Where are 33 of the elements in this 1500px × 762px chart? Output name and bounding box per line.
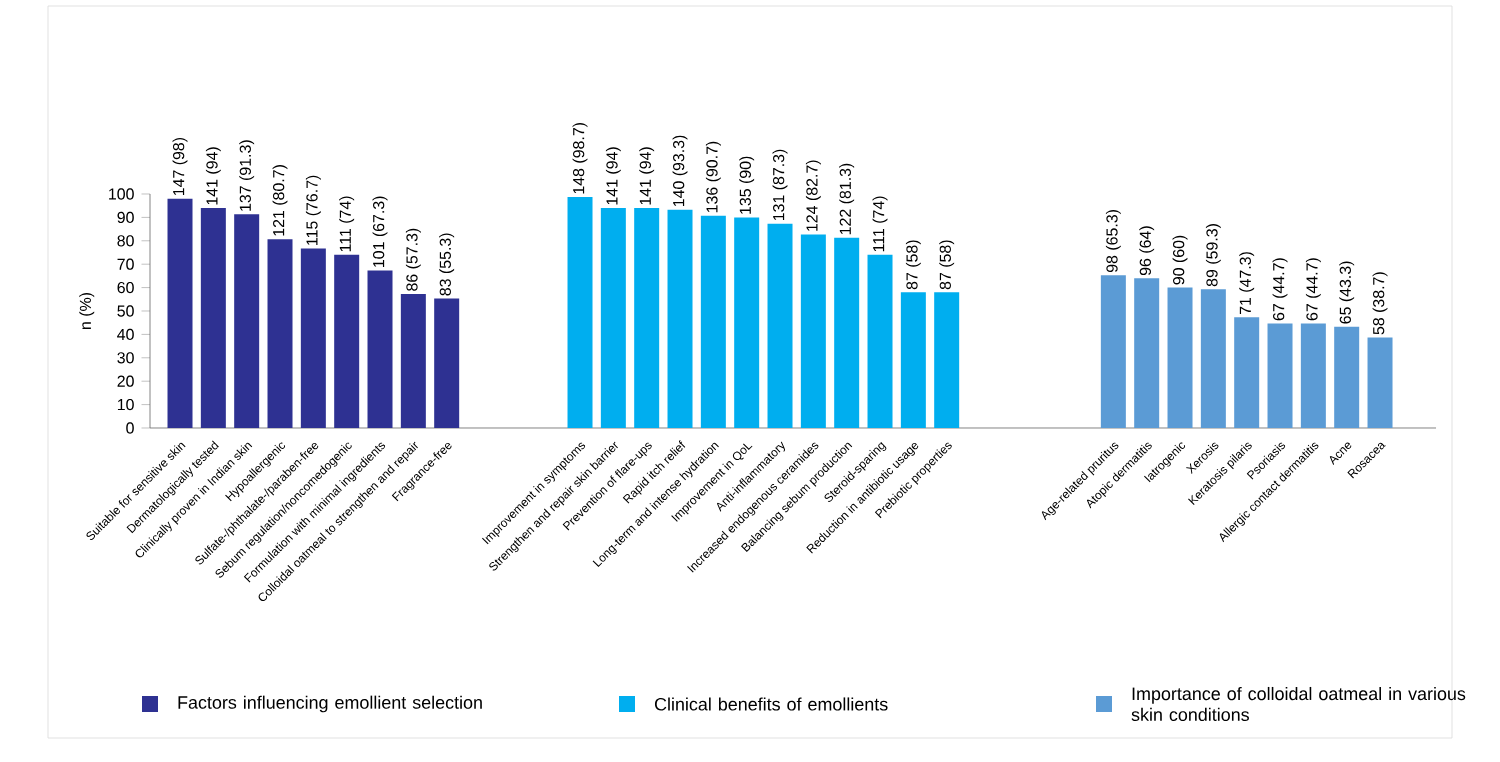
bar (234, 214, 260, 428)
bar (1300, 323, 1326, 428)
bar (800, 234, 826, 428)
bar (734, 217, 760, 428)
bar (267, 239, 293, 428)
bar (1167, 287, 1193, 428)
bar (400, 293, 426, 428)
bar (434, 298, 460, 428)
bar (1200, 289, 1226, 428)
bar (867, 254, 893, 428)
bar (1267, 323, 1293, 428)
bar (367, 270, 393, 428)
bar (667, 209, 693, 428)
legend-label: Factors influencing emollient selection (178, 695, 482, 713)
bar (1100, 275, 1126, 428)
bar (1367, 337, 1393, 428)
bar (334, 254, 360, 428)
bar (700, 215, 726, 428)
bar (567, 197, 593, 428)
bar (634, 208, 660, 428)
bar (1334, 326, 1360, 428)
bar (600, 208, 626, 428)
legend-label: Clinical benefits of emollients (654, 697, 888, 711)
bar (900, 292, 926, 428)
bar (167, 198, 193, 428)
bar (1134, 278, 1160, 428)
bar (200, 208, 226, 428)
bar (834, 237, 860, 428)
bar (1234, 317, 1260, 428)
bar (767, 223, 793, 428)
bar (300, 248, 326, 428)
legend-label: Importance of colloidal oatmeal in various skin conditions (1131, 686, 1466, 722)
bar (934, 292, 960, 428)
